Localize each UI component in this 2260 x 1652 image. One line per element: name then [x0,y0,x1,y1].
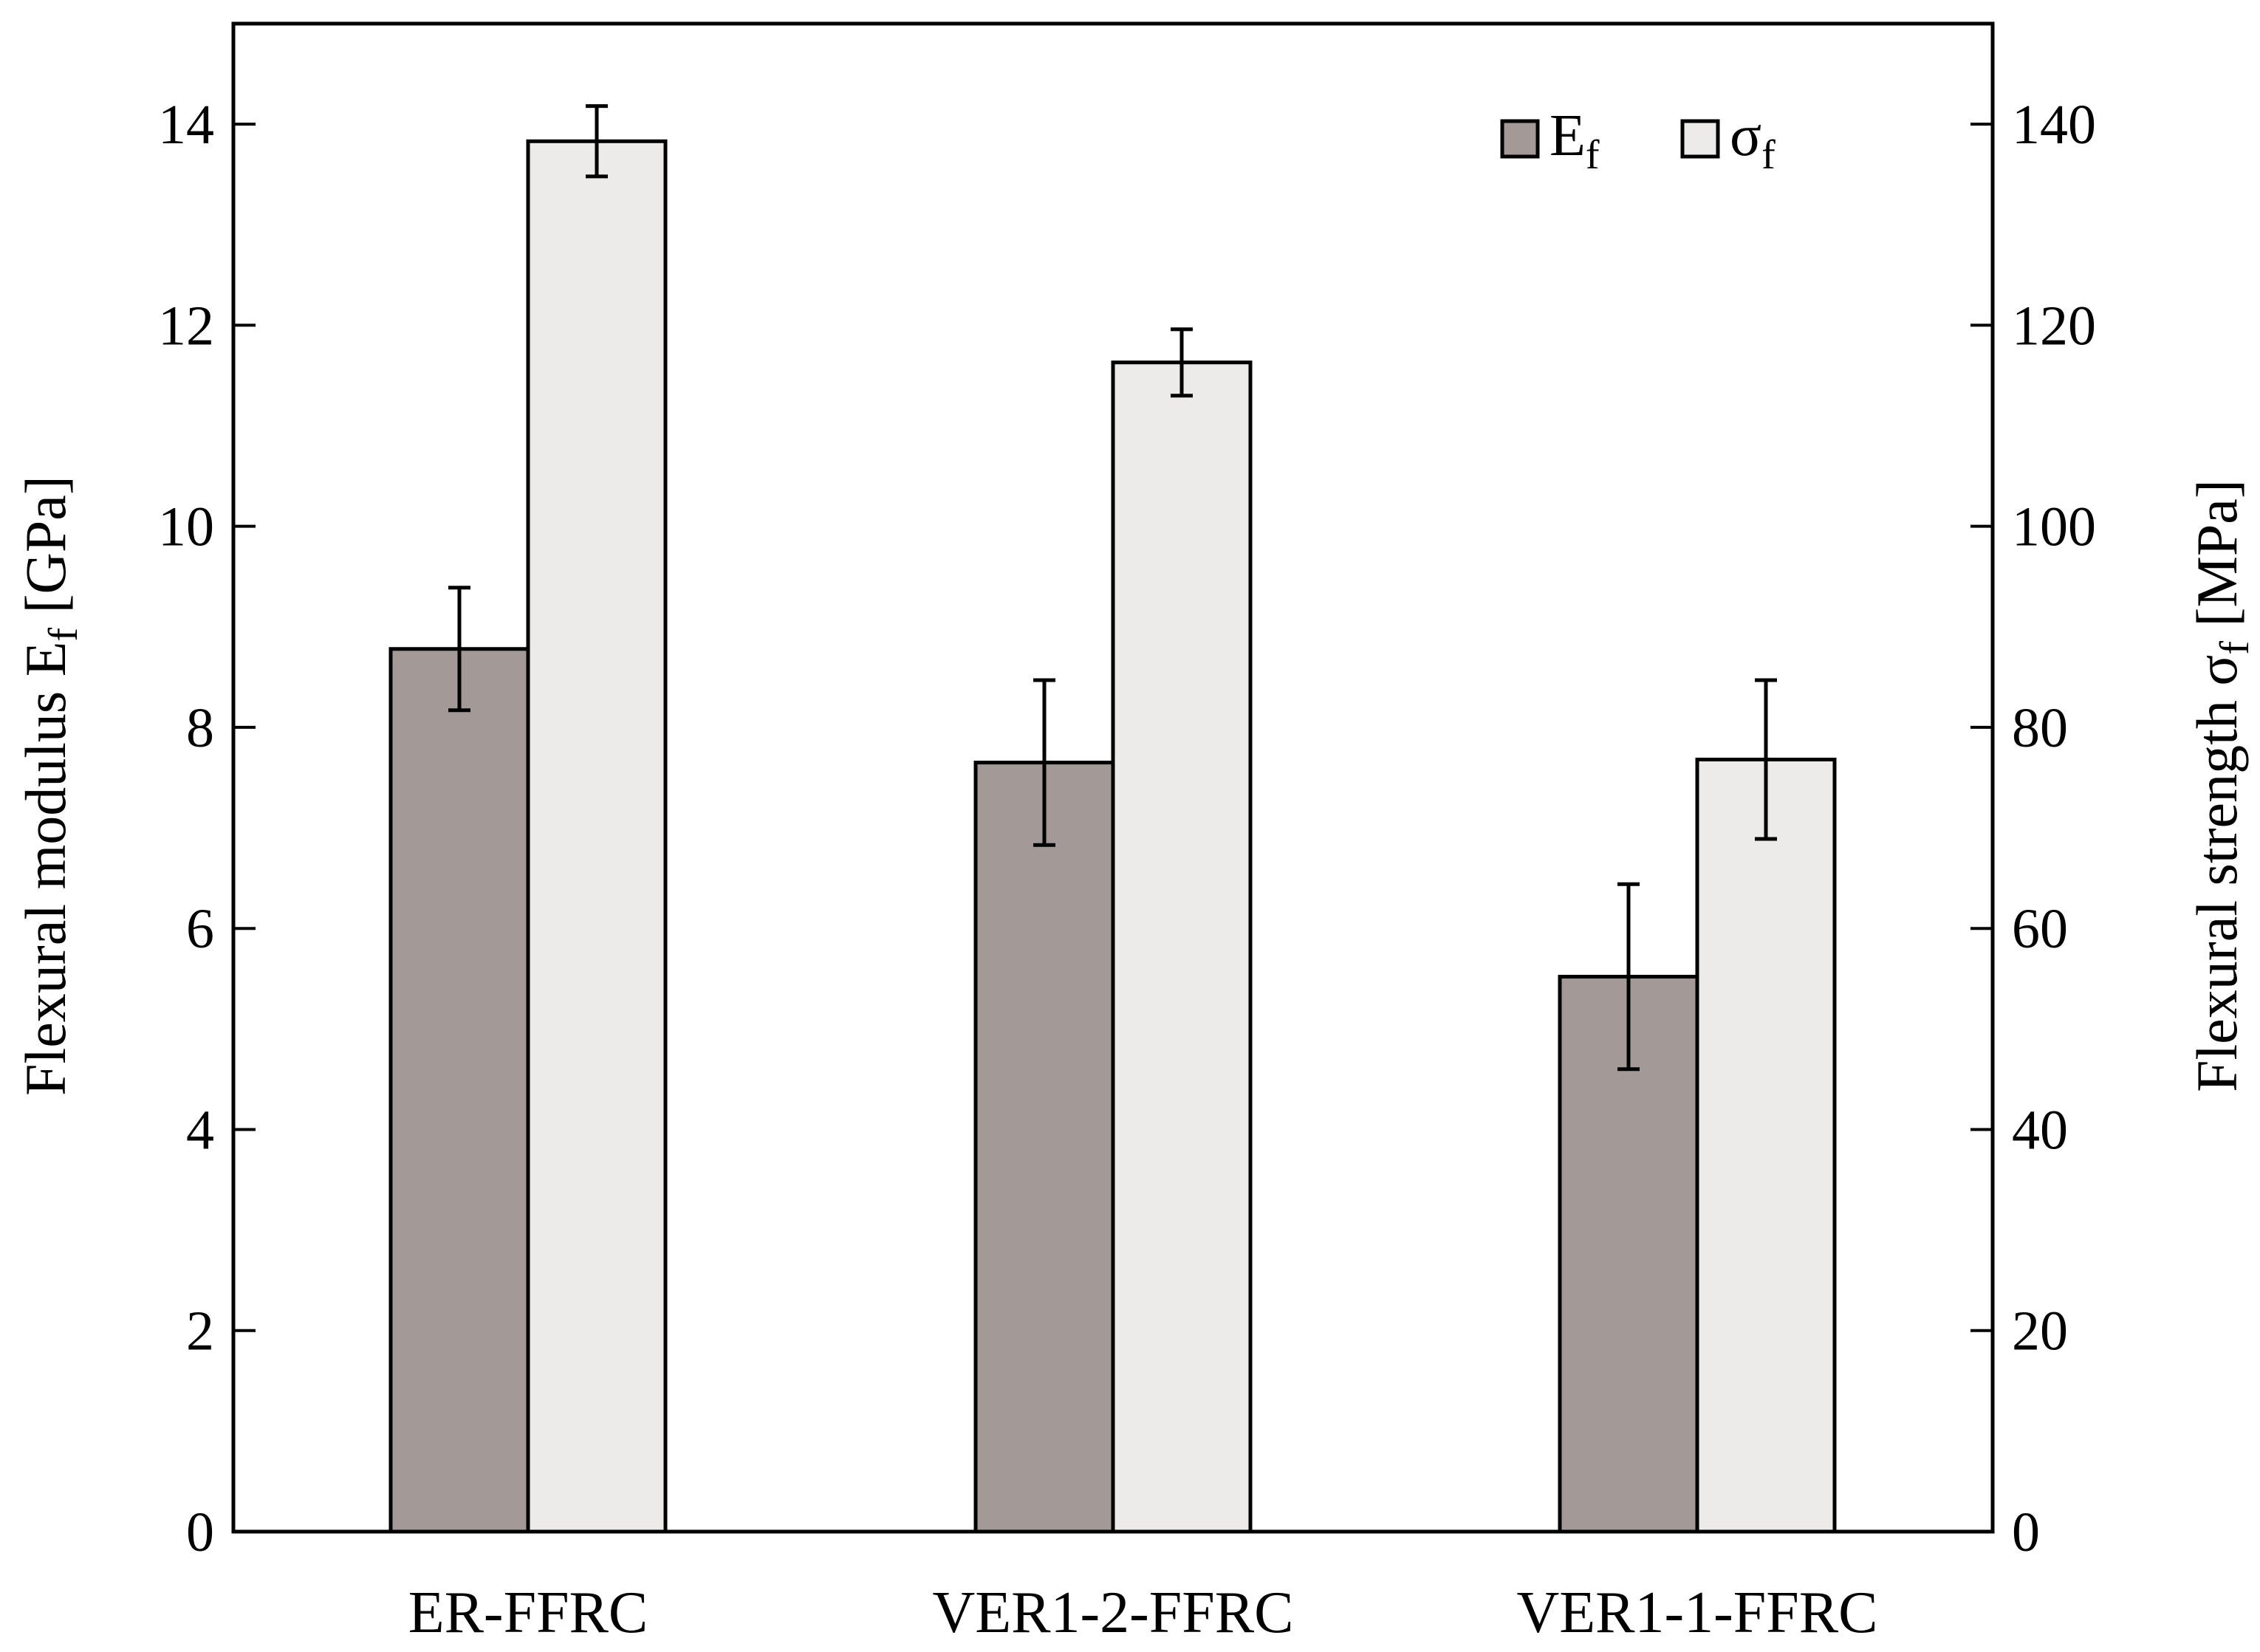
right-tick-label: 40 [2012,1099,2068,1161]
error-bars-group [448,104,1777,1072]
left-tick-label: 2 [186,1300,214,1363]
legend-swatch-strength [1680,119,1720,159]
right-tick-label: 20 [2012,1300,2068,1363]
bar-modulus-ver1-2-ffrc [973,761,1115,1534]
legend-label-strength: σf [1730,103,1776,178]
legend-label-modulus: Ef [1550,103,1600,178]
category-label: VER1-1-FFRC [1517,1580,1878,1645]
legend: Ef σf [1500,103,1776,178]
right-tick-label: 0 [2012,1501,2040,1563]
category-label: ER-FFRC [408,1580,648,1645]
bars-group [388,139,1837,1534]
left-tick-label: 6 [186,898,214,960]
left-tick-label: 0 [186,1501,214,1563]
bar-strength-er-ffrc [526,139,668,1534]
left-tick-label: 10 [158,496,214,558]
right-axis-title: Flexural strength σf [MPa] [2185,479,2258,1092]
left-axis-title: Flexural modulus Ef [GPa] [13,476,86,1096]
right-axis-ticks: 0 20 40 60 80 100 120 140 [1970,94,2096,1563]
bar-modulus-er-ffrc [388,647,530,1534]
right-tick-label: 80 [2012,697,2068,759]
bar-strength-ver1-2-ffrc [1111,360,1253,1534]
left-axis-ticks: 0 2 4 6 8 10 12 14 [158,94,256,1563]
right-tick-label: 120 [2012,295,2096,357]
left-tick-label: 12 [158,295,214,357]
right-tick-label: 60 [2012,898,2068,960]
category-label: VER1-2-FFRC [933,1580,1294,1645]
right-tick-label: 100 [2012,496,2096,558]
left-tick-label: 8 [186,697,214,759]
category-labels: ER-FFRC VER1-2-FFRC VER1-1-FFRC [408,1580,1878,1645]
bar-strength-ver1-1-ffrc [1695,757,1837,1534]
legend-swatch-modulus [1500,119,1540,159]
right-tick-label: 140 [2012,94,2096,156]
left-tick-label: 4 [186,1099,214,1161]
left-tick-label: 14 [158,94,214,156]
